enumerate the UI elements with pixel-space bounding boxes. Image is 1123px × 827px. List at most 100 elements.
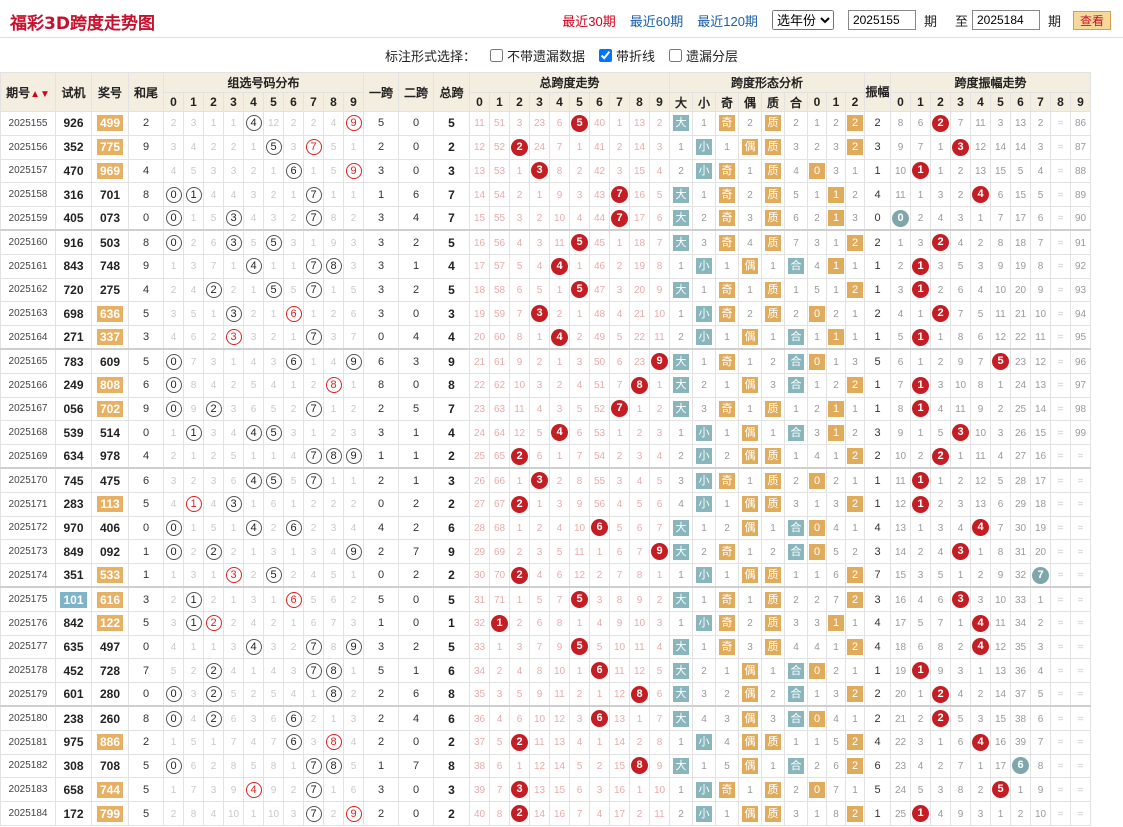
span2-cell: 4 (398, 705, 434, 731)
form-cell: 质 (761, 610, 785, 636)
option-no-omission-checkbox[interactable] (489, 48, 503, 62)
omission-value: 1 (770, 665, 776, 677)
omission-value: 2 (852, 189, 858, 201)
prize-number-cell: 775 (91, 134, 129, 160)
amp-trend-cell: 14 (890, 539, 911, 565)
table-row: 2025165 783 609 5 0 7 3 1 4 3 6 1 4 9 6 3 9 21 61 9 2 1 3 50 6 23… (0, 348, 1091, 374)
omission-value: 2 (917, 451, 924, 463)
prize-number-cell: 886 (91, 729, 129, 755)
omission-value: 10 (227, 808, 240, 820)
link-recent-120[interactable]: 最近120期 (697, 13, 758, 29)
omission-value: 46 (593, 261, 606, 273)
span2-cell: 2 (398, 515, 434, 541)
omission-value: 6 (556, 570, 563, 582)
road012-cell: 2 (845, 563, 865, 588)
omission-value: 2 (1017, 808, 1024, 820)
zuxuan-cell: 1 (183, 634, 204, 660)
span-trend-cell: 19 (629, 253, 650, 279)
road-mark: 2 (847, 377, 863, 394)
zuxuan-cell: 7 (303, 134, 324, 160)
empty-mark: = (1077, 475, 1084, 487)
omission-value: 22 (1014, 332, 1027, 344)
amp-trend-cell: 23 (1010, 348, 1031, 374)
omission-value: 26 (473, 475, 486, 487)
table-row: 2025158 316 701 8 0 1 4 4 3 2 1 7 1 1 1 6 7 14 54 2 1 9 3 43 7 16… (0, 182, 1091, 208)
form-mark: 小 (696, 781, 712, 798)
omission-value: 5 (290, 475, 297, 487)
zuxuan-cell: 5 (263, 467, 284, 493)
span-trend-cell: 7 (649, 515, 670, 541)
link-recent-30[interactable]: 最近30期 (562, 13, 616, 29)
option-omission-layer-checkbox[interactable] (669, 48, 683, 62)
amp-trend-cell: 2 (890, 253, 911, 279)
zuxuan-cell: 5 (263, 682, 284, 707)
table-row: 2025159 405 073 0 0 1 5 3 4 3 2 7 8 2 3 4 7 15 55 3 2 10 4 44 7 1… (0, 206, 1091, 231)
span2-cell: 0 (398, 134, 434, 160)
number-circle: 8 (325, 448, 342, 465)
omission-value: 2 (290, 641, 297, 653)
omission-value: 13 (994, 665, 1007, 677)
test-number-highlight: 101 (60, 591, 87, 608)
omission-value: 6 (270, 499, 277, 511)
omission-value: 5 (210, 213, 217, 225)
amp-trend-cell: 11 (890, 182, 911, 208)
zuxuan-cell: 5 (263, 563, 284, 588)
omission-value: 3 (977, 808, 984, 820)
total-span-cell: 5 (433, 277, 470, 303)
omission-value: 1 (556, 284, 563, 296)
span-trend-cell: 62 (489, 372, 510, 398)
span-trend-cell: 3 (609, 158, 630, 184)
option-no-omission[interactable]: 不带遗漏数据 (489, 46, 585, 65)
omission-value: 3 (350, 427, 357, 439)
omission-value: 1 (516, 522, 523, 534)
option-with-line-checkbox[interactable] (599, 48, 612, 62)
form-cell: 小 (692, 729, 716, 755)
omission-value: 3 (290, 142, 297, 154)
amp-trend-cell: 91 (1070, 229, 1091, 255)
road-mark: 2 (847, 496, 863, 513)
span-trend-cell: 1 (609, 111, 630, 136)
omission-value: 26 (1014, 427, 1027, 439)
omission-value: 32 (473, 618, 486, 630)
from-period-input[interactable] (847, 10, 916, 30)
omission-value: 3 (957, 665, 964, 677)
form-cell: 奇 (715, 396, 739, 422)
omission-value: 13 (974, 165, 987, 177)
query-button[interactable]: 查看 (1072, 10, 1111, 30)
omission-value: 1 (747, 165, 753, 177)
zuxuan-cell: 4 (223, 658, 244, 684)
to-period-input[interactable] (971, 10, 1040, 30)
form-cell: 小 (692, 801, 716, 826)
test-number-cell: 172 (55, 801, 92, 826)
span2-cell: 0 (398, 586, 434, 612)
ball-red: 4 (972, 733, 989, 751)
link-recent-60[interactable]: 最近60期 (629, 13, 684, 29)
form-cell: 合 (784, 539, 808, 565)
amplitude-cell: 2 (864, 111, 891, 136)
omission-value: 2 (656, 403, 663, 415)
zuxuan-cell: 2 (283, 111, 304, 136)
form-cell: 奇 (715, 111, 739, 136)
amp-trend-cell: 8 (930, 634, 951, 660)
zuxuan-cell: 3 (183, 111, 204, 136)
omission-value: 16 (1034, 451, 1047, 463)
col-period-header[interactable]: 期号▲▼ (0, 72, 56, 112)
span-trend-cell: 4 (649, 158, 670, 184)
form-cell: 偶 (738, 515, 762, 541)
amp-trend-cell: 7 (970, 348, 991, 374)
span-trend-cell: 15 (469, 206, 490, 231)
span-trend-cell: 70 (489, 563, 510, 588)
omission-value: 70 (493, 570, 506, 582)
span2-cell: 4 (398, 206, 434, 231)
option-omission-layer[interactable]: 遗漏分层 (669, 46, 738, 65)
sum-tail-cell: 5 (128, 777, 164, 803)
year-select[interactable]: 选年份 (771, 10, 834, 30)
option-with-line[interactable]: 带折线 (599, 46, 655, 65)
amp-trend-cell: 97 (1070, 372, 1091, 398)
road012-cell: 5 (826, 729, 846, 755)
omission-value: 1 (210, 118, 217, 130)
span-trend-cell: 51 (489, 111, 510, 136)
omission-value: 3 (616, 284, 623, 296)
omission-value: 1 (747, 403, 753, 415)
omission-value: 3 (917, 570, 924, 582)
